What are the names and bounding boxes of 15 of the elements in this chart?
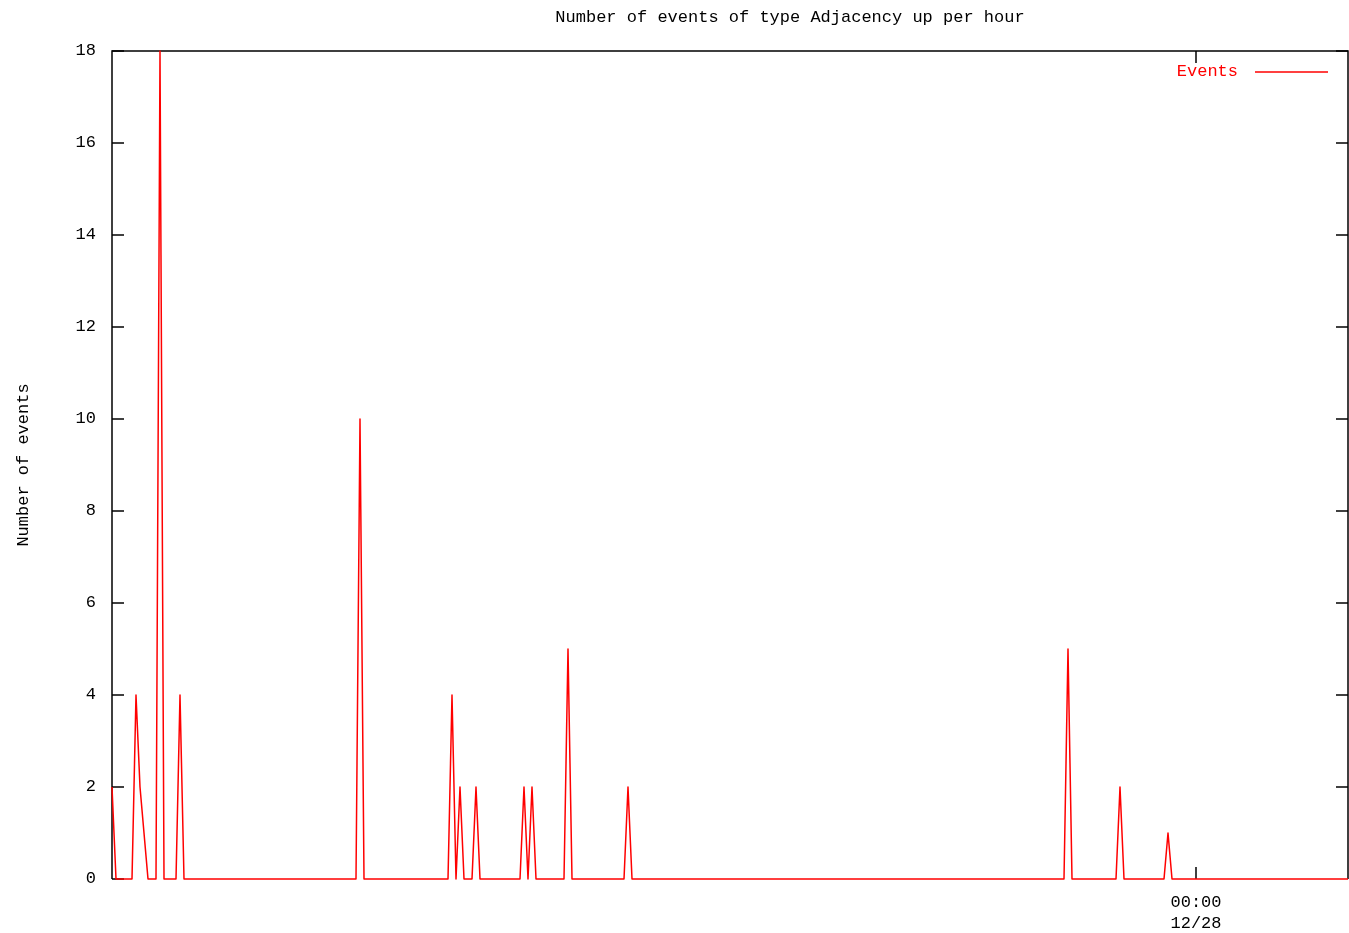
legend-label: Events bbox=[1176, 62, 1238, 82]
y-tick-label: 10 bbox=[75, 409, 96, 429]
y-tick-label: 8 bbox=[85, 501, 96, 521]
y-tick-label: 4 bbox=[85, 685, 96, 705]
y-tick-label: 14 bbox=[75, 225, 96, 245]
chart-title: Number of events of type Adjacency up per hour bbox=[555, 8, 1025, 27]
y-tick-label: 18 bbox=[75, 41, 96, 61]
line-series bbox=[111, 50, 1349, 880]
y-tick-label: 2 bbox=[85, 777, 96, 797]
y-axis-title: Number of events bbox=[14, 383, 33, 547]
y-tick-label: 16 bbox=[75, 133, 96, 153]
x-tick-label: 00:00 12/28 bbox=[1170, 893, 1222, 933]
y-tick-label: 12 bbox=[75, 317, 96, 337]
y-tick-label: 6 bbox=[85, 593, 96, 613]
y-tick-label: 0 bbox=[85, 869, 96, 889]
